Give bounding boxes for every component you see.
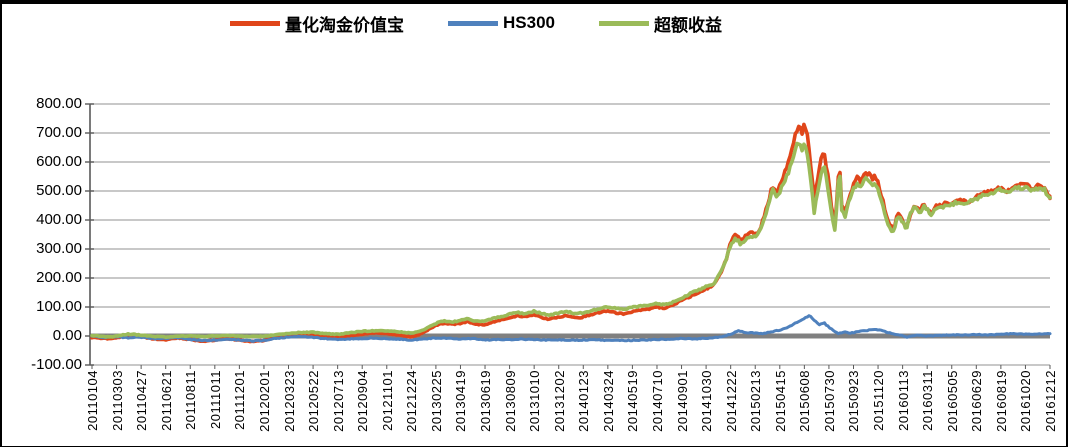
x-tick-label: 20140901 <box>674 370 690 432</box>
x-tick-label: 20130619 <box>478 370 494 432</box>
x-tick-label: 20160819 <box>993 370 1009 432</box>
x-tick-label: 20131202 <box>551 370 567 432</box>
x-tick-label: 20110621 <box>158 370 174 431</box>
y-tick-label: 200.00 <box>36 269 82 286</box>
x-tick-label: 20140519 <box>625 370 641 432</box>
x-tick-label: 20150415 <box>772 370 788 432</box>
x-tick-label: 20130809 <box>502 370 518 432</box>
x-tick-label: 20160311 <box>920 370 936 431</box>
x-tick-label: 20160505 <box>944 370 960 432</box>
x-tick-label: 20120904 <box>355 370 371 432</box>
chart-legend: 量化淘金价值宝 HS300 超额收益 <box>230 10 722 36</box>
x-tick-label: 20120713 <box>330 370 346 432</box>
y-tick-label: 500.00 <box>36 182 82 199</box>
chart-plot-canvas <box>85 103 1052 369</box>
x-tick-label: 20120323 <box>281 370 297 432</box>
x-tick-label: 20111201 <box>232 370 248 430</box>
x-tick-label: 20111011 <box>207 370 223 429</box>
x-tick-label: 20110427 <box>134 370 150 431</box>
legend-label: HS300 <box>503 13 555 32</box>
x-tick-label: 20121224 <box>404 370 420 432</box>
legend-item: 量化淘金价值宝 <box>230 11 404 36</box>
legend-line-swatch-icon <box>230 20 280 26</box>
x-tick-label: 20150213 <box>748 370 764 432</box>
legend-label: 超额收益 <box>653 15 722 35</box>
x-tick-label: 20150923 <box>846 370 862 432</box>
x-tick-label: 20120522 <box>306 370 322 432</box>
x-tick-label: 20110104 <box>85 370 100 431</box>
y-tick-label: 800.00 <box>36 95 82 112</box>
x-tick-label: 20140324 <box>600 370 616 432</box>
legend-item: HS300 <box>448 13 555 33</box>
x-tick-label: 20160113 <box>895 370 911 431</box>
y-tick-label: -100.00 <box>31 356 82 373</box>
x-tick-label: 20140710 <box>649 370 665 432</box>
y-tick-label: 300.00 <box>36 240 82 257</box>
x-tick-label: 20120201 <box>256 370 272 432</box>
y-tick-label: 400.00 <box>36 211 82 228</box>
x-tick-label: 20141222 <box>723 370 739 432</box>
x-tick-label: 20151120 <box>871 370 887 431</box>
x-tick-label: 20130419 <box>453 370 469 432</box>
legend-item: 超额收益 <box>598 11 722 36</box>
y-tick-label: 0.00 <box>52 327 82 344</box>
x-tick-label: 20141030 <box>699 370 715 432</box>
x-tick-label: 20131010 <box>527 370 543 432</box>
y-tick-label: 600.00 <box>36 153 82 170</box>
y-tick-label: 100.00 <box>36 298 82 315</box>
legend-label: 量化淘金价值宝 <box>285 15 404 35</box>
x-tick-label: 20130225 <box>428 370 444 432</box>
legend-line-swatch-icon <box>598 20 649 26</box>
x-tick-label: 20160629 <box>969 370 985 432</box>
y-tick-label: 700.00 <box>36 124 82 141</box>
x-tick-label: 20150730 <box>821 370 837 432</box>
x-tick-label: 20110811 <box>183 370 199 430</box>
x-tick-label: 20110303 <box>109 370 125 431</box>
x-tick-label: 20150608 <box>797 370 813 432</box>
x-tick-label: 20140123 <box>576 370 592 432</box>
x-tick-label: 20121101 <box>379 370 395 431</box>
x-tick-label: 20161212 <box>1043 370 1058 432</box>
x-tick-label: 20161020 <box>1018 370 1034 432</box>
legend-line-swatch-icon <box>448 20 498 26</box>
